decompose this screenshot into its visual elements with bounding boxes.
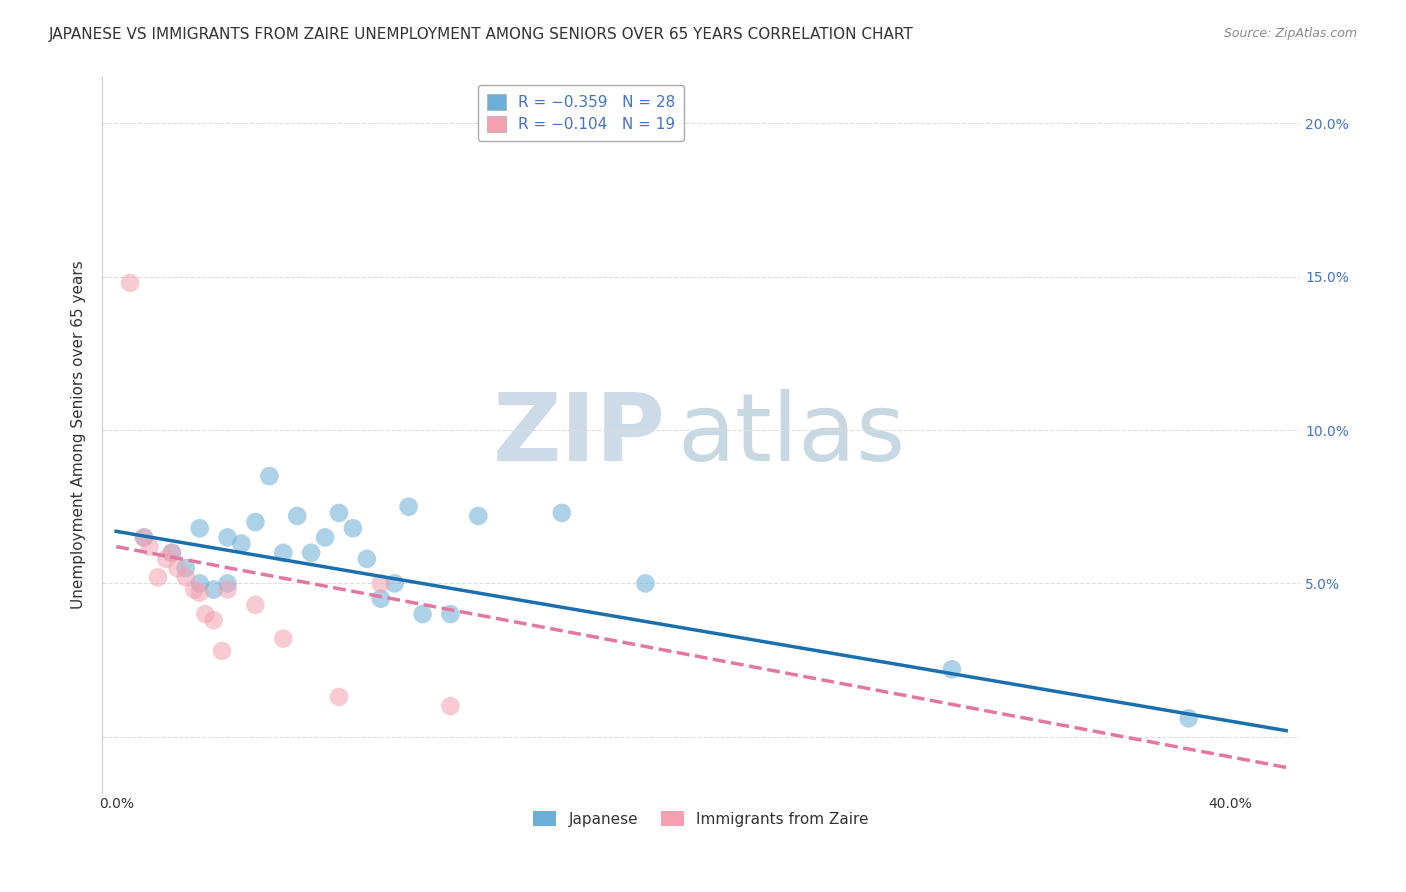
Point xyxy=(217,531,239,545)
Point xyxy=(299,546,322,560)
Text: JAPANESE VS IMMIGRANTS FROM ZAIRE UNEMPLOYMENT AMONG SENIORS OVER 65 YEARS CORRE: JAPANESE VS IMMIGRANTS FROM ZAIRE UNEMPL… xyxy=(49,27,914,42)
Point xyxy=(155,552,177,566)
Point xyxy=(328,690,350,704)
Point xyxy=(412,607,434,621)
Point xyxy=(120,276,142,290)
Point xyxy=(245,515,267,529)
Point xyxy=(160,546,183,560)
Point xyxy=(202,582,225,597)
Point xyxy=(439,607,461,621)
Point xyxy=(217,576,239,591)
Point xyxy=(183,582,205,597)
Text: atlas: atlas xyxy=(678,389,905,481)
Point xyxy=(160,546,183,560)
Point xyxy=(398,500,420,514)
Point xyxy=(551,506,574,520)
Point xyxy=(384,576,406,591)
Point xyxy=(259,469,281,483)
Point xyxy=(231,536,253,550)
Point xyxy=(132,531,155,545)
Point xyxy=(166,561,188,575)
Point xyxy=(245,598,267,612)
Point xyxy=(217,582,239,597)
Point xyxy=(271,632,294,646)
Point xyxy=(356,552,378,566)
Text: ZIP: ZIP xyxy=(492,389,665,481)
Point xyxy=(211,644,233,658)
Y-axis label: Unemployment Among Seniors over 65 years: Unemployment Among Seniors over 65 years xyxy=(72,260,86,609)
Point xyxy=(188,521,211,535)
Point xyxy=(314,531,336,545)
Point xyxy=(202,613,225,627)
Legend: Japanese, Immigrants from Zaire: Japanese, Immigrants from Zaire xyxy=(526,803,876,834)
Point xyxy=(188,576,211,591)
Point xyxy=(285,508,308,523)
Point xyxy=(138,540,160,554)
Point xyxy=(194,607,217,621)
Point xyxy=(174,561,197,575)
Point xyxy=(328,506,350,520)
Point xyxy=(174,570,197,584)
Point xyxy=(370,576,392,591)
Text: Source: ZipAtlas.com: Source: ZipAtlas.com xyxy=(1223,27,1357,40)
Point xyxy=(1177,711,1199,725)
Point xyxy=(132,531,155,545)
Point xyxy=(941,662,963,676)
Point xyxy=(271,546,294,560)
Point xyxy=(342,521,364,535)
Point xyxy=(370,591,392,606)
Point xyxy=(188,585,211,599)
Point xyxy=(634,576,657,591)
Point xyxy=(467,508,489,523)
Point xyxy=(146,570,169,584)
Point xyxy=(439,699,461,714)
